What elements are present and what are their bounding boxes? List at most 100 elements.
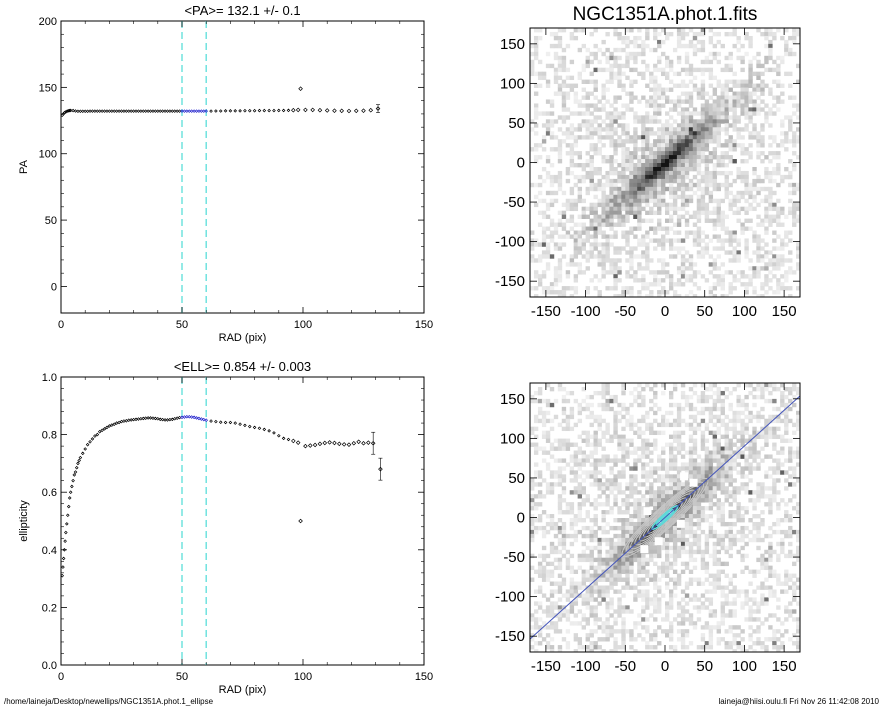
- data-point: [158, 417, 163, 422]
- data-point: [70, 484, 74, 489]
- y-tick-label: 50: [45, 215, 57, 227]
- data-point: [295, 440, 301, 445]
- data-point: [286, 108, 291, 113]
- data-point: [243, 108, 247, 113]
- data-point: [337, 441, 342, 447]
- y-tick-label: 200: [39, 16, 57, 28]
- data-point: [60, 573, 65, 578]
- data-point: [66, 504, 71, 509]
- data-point: [272, 431, 276, 435]
- data-point: [201, 417, 206, 422]
- x-tick-label: 50: [696, 658, 713, 675]
- x-tick-label: 0: [661, 303, 669, 320]
- ellipticity-profile-plot: <ELL>= 0.854 +/- 0.003 RAD (pix) ellipti…: [18, 359, 433, 696]
- footer-file-path: /home/laineja/Desktop/newellips/NGC1351A…: [4, 697, 214, 706]
- data-point: [177, 415, 182, 420]
- data-point: [298, 518, 303, 524]
- data-point: [233, 421, 238, 425]
- data-point: [375, 106, 381, 111]
- data-point: [136, 417, 141, 421]
- x-tick-label: 50: [176, 319, 188, 331]
- pa-x-axis-label: RAD (pix): [219, 332, 267, 344]
- data-point: [346, 442, 352, 447]
- y-tick-label: 100: [500, 75, 525, 92]
- data-point: [277, 433, 281, 438]
- y-tick-label: 0.2: [42, 602, 57, 614]
- data-point: [62, 110, 67, 115]
- masked-pixel: [680, 472, 689, 481]
- data-point: [189, 415, 194, 419]
- data-point: [71, 478, 75, 483]
- data-point: [317, 107, 323, 113]
- y-tick-label: 50: [508, 470, 525, 487]
- data-point: [209, 419, 213, 423]
- data-point: [295, 107, 301, 113]
- data-point: [223, 420, 228, 425]
- data-point: [277, 108, 281, 113]
- data-point: [71, 108, 75, 113]
- x-tick-label: 150: [772, 658, 797, 675]
- data-point: [129, 418, 133, 422]
- data-point: [93, 434, 97, 438]
- major-axis-line: [530, 395, 800, 640]
- footer-user-timestamp: laineja@hiisi.oulu.fi Fri Nov 26 11:42:0…: [718, 697, 879, 706]
- data-point: [238, 109, 242, 113]
- data-point: [324, 108, 330, 113]
- data-point: [214, 419, 218, 424]
- data-point: [307, 443, 313, 448]
- pa-y-axis-label: PA: [18, 159, 30, 174]
- data-point: [80, 451, 85, 456]
- data-point: [291, 438, 296, 444]
- data-point: [339, 108, 345, 114]
- data-point: [122, 419, 126, 423]
- plot-frame: [60, 20, 425, 314]
- x-tick-label: -100: [571, 303, 601, 320]
- data-point: [332, 108, 337, 114]
- data-point: [197, 416, 201, 421]
- x-tick-label: -100: [571, 658, 601, 675]
- data-point: [332, 440, 337, 446]
- data-point: [124, 418, 129, 423]
- data-point: [100, 428, 104, 433]
- data-point: [187, 414, 192, 419]
- x-tick-label: 0: [58, 671, 64, 683]
- galaxy-image-title: NGC1351A.phot.1.fits: [573, 4, 758, 25]
- data-point: [180, 415, 184, 420]
- y-tick-label: 0: [51, 281, 57, 293]
- data-point: [139, 416, 143, 421]
- y-tick-label: 100: [39, 149, 57, 161]
- plot-frame: [60, 376, 425, 666]
- data-point: [312, 442, 318, 448]
- data-point: [361, 108, 366, 114]
- masked-pixel: [640, 545, 649, 554]
- masked-pixel: [676, 519, 685, 528]
- data-point: [131, 417, 136, 422]
- data-point: [175, 416, 179, 420]
- data-point: [366, 440, 371, 445]
- ellipticity-x-axis-label: RAD (pix): [219, 684, 267, 696]
- galaxy-image-panel: NGC1351A.phot.1.fits -150 -100 -50 0 50 100 15…: [495, 4, 801, 320]
- x-tick-label: 150: [415, 671, 433, 683]
- data-point: [170, 417, 175, 422]
- data-point: [76, 461, 80, 466]
- y-tick-label: 50: [508, 115, 525, 132]
- data-point: [182, 415, 187, 419]
- data-point: [151, 416, 155, 420]
- data-point: [65, 513, 70, 518]
- y-tick-label: 0.0: [42, 660, 57, 672]
- data-point: [67, 496, 72, 500]
- x-tick-label: -150: [531, 658, 561, 675]
- galaxy-pixel-map: [530, 28, 800, 297]
- data-point: [286, 437, 291, 442]
- data-point: [134, 417, 138, 422]
- y-tick-label: -50: [503, 194, 525, 211]
- data-point: [252, 425, 257, 430]
- x-tick-label: 100: [294, 671, 312, 683]
- data-point: [218, 109, 223, 113]
- data-point: [117, 420, 121, 425]
- data-point: [105, 425, 109, 430]
- data-point: [272, 108, 276, 113]
- data-point: [252, 108, 257, 113]
- pa-plot-title: <PA>= 132.1 +/- 0.1: [184, 3, 300, 18]
